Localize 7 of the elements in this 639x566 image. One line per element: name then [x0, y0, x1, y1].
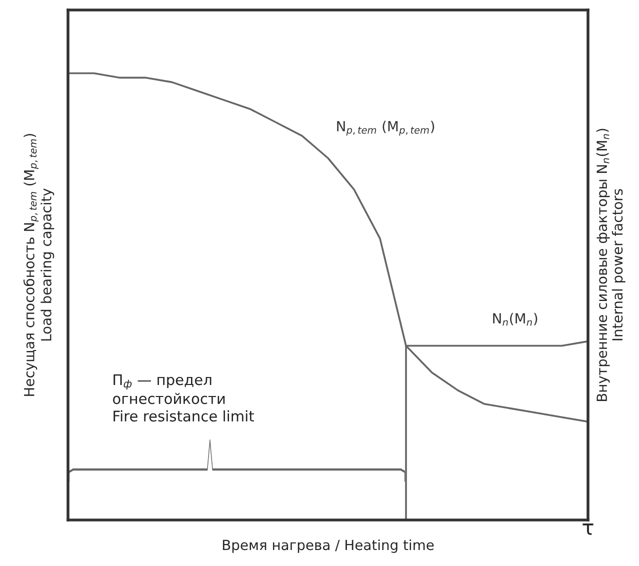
series-label: N$_{n}$(M$_{n}$)	[493, 312, 538, 326]
text: Внутренние силовые факторы N$_{n}$(M$_{n}$) Internal power factors	[596, 128, 626, 401]
x-axis-title: Время нагрева / Heating time	[222, 539, 434, 553]
annotation: П$_{ф}$ — предел огнестойкости Fire resistance limit	[113, 374, 254, 422]
series-label: N$_{p,tem}$ (M$_{p,tem}$)	[337, 120, 434, 136]
text: τ	[582, 523, 594, 535]
text: Несущая способность N$_{p,tem}$ (M$_{p,tem}$) Load bearing capacity	[23, 134, 54, 396]
